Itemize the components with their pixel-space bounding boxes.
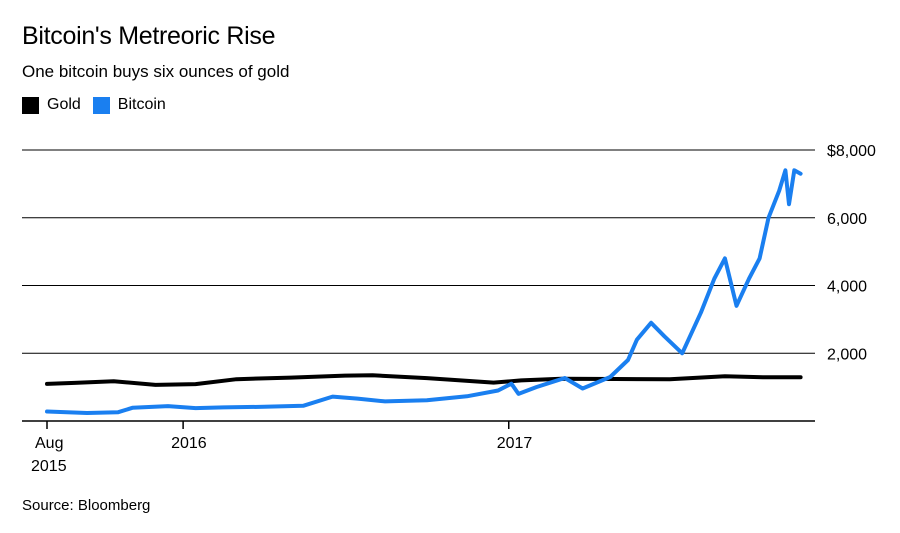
- x-tick-sublabel-2015-08-01: 2015: [31, 458, 67, 475]
- y-tick-label-4000: 4,000: [827, 279, 867, 296]
- legend-item-gold: Gold: [22, 96, 81, 114]
- legend-swatch-bitcoin: [92, 96, 110, 114]
- legend-label-gold: Gold: [47, 96, 81, 113]
- chart-title: Bitcoin's Metreoric Rise: [22, 22, 276, 50]
- legend-item-bitcoin: Bitcoin: [92, 96, 166, 114]
- x-tick-label-2015-08-01: Aug: [35, 435, 63, 452]
- x-tick-label-2017-01-01: 2017: [497, 435, 533, 452]
- series-line-bitcoin: [45, 168, 803, 415]
- legend-label-bitcoin: Bitcoin: [117, 96, 166, 113]
- y-tick-label-6000: 6,000: [827, 211, 867, 228]
- x-tick-label-2016-01-01: 2016: [171, 435, 207, 452]
- y-tick-label-8000: $8,000: [827, 143, 876, 160]
- source-note: Source: Bloomberg: [22, 497, 151, 514]
- y-tick-label-2000: 2,000: [827, 346, 867, 363]
- legend-swatch-gold: [22, 96, 39, 114]
- legend: Gold Bitcoin: [22, 96, 178, 114]
- chart-subtitle: One bitcoin buys six ounces of gold: [22, 62, 290, 81]
- series-line-gold: [45, 373, 803, 387]
